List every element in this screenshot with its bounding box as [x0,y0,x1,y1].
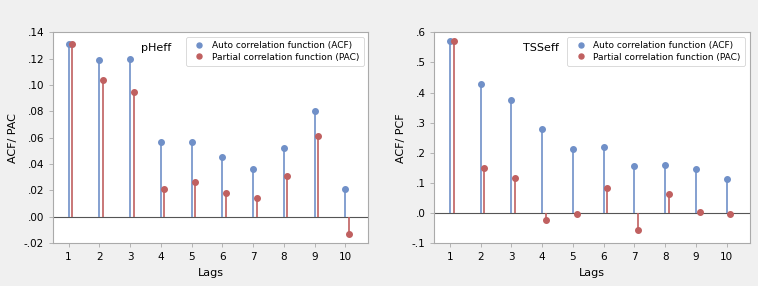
X-axis label: Lags: Lags [579,268,605,278]
Legend: Auto correlation function (ACF), Partial correlation function (PAC): Auto correlation function (ACF), Partial… [567,37,745,66]
Legend: Auto correlation function (ACF), Partial correlation function (PAC): Auto correlation function (ACF), Partial… [186,37,364,66]
Y-axis label: ACF/ PCF: ACF/ PCF [396,113,406,162]
Y-axis label: ACF/ PAC: ACF/ PAC [8,113,18,163]
X-axis label: Lags: Lags [198,268,224,278]
Text: pHeff: pHeff [142,43,171,53]
Text: TSSeff: TSSeff [523,43,559,53]
